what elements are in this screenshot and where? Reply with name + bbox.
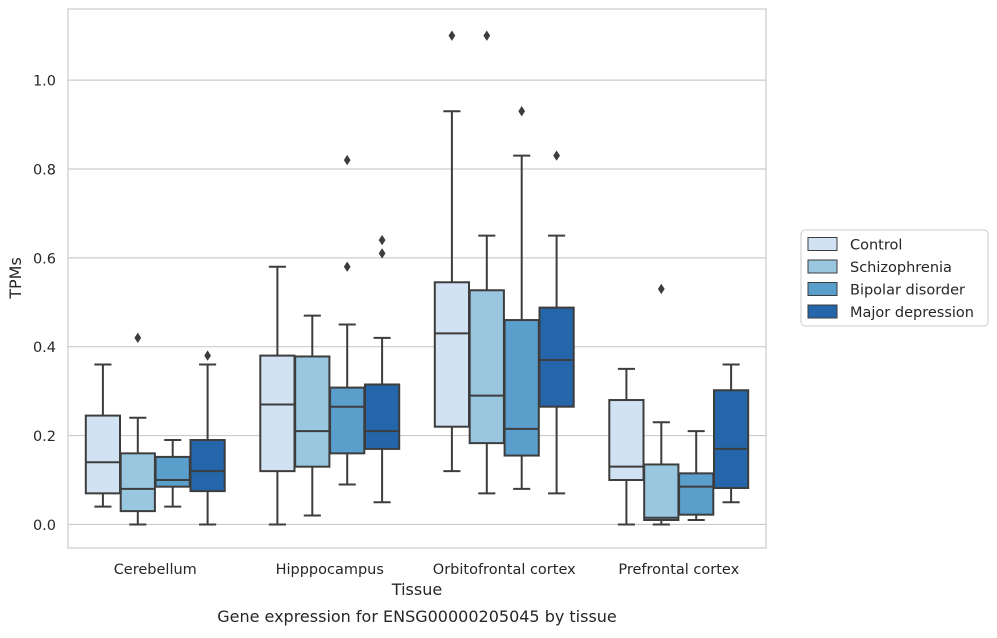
outlier-point bbox=[553, 150, 560, 161]
x-tick-label: Cerebellum bbox=[114, 562, 197, 578]
box-bipolar-disorder bbox=[329, 154, 366, 486]
y-axis-label: TPMs bbox=[6, 257, 25, 300]
iqr-box bbox=[119, 452, 156, 513]
iqr-box bbox=[154, 455, 191, 488]
iqr-box bbox=[503, 319, 540, 457]
gridlines bbox=[68, 79, 766, 526]
iqr-box bbox=[538, 306, 575, 408]
y-tick-label: 0.0 bbox=[33, 518, 56, 534]
box-schizophrenia bbox=[643, 283, 680, 526]
legend-frame bbox=[800, 229, 989, 327]
legend-label: Control bbox=[850, 238, 902, 254]
box-schizophrenia bbox=[119, 332, 156, 526]
outlier-point bbox=[378, 234, 386, 246]
outlier-point bbox=[518, 106, 526, 117]
x-tick-labels: Cerebellum Hipppocampus Orbitofrontal cort… bbox=[114, 562, 740, 578]
y-tick-label: 0.8 bbox=[33, 162, 56, 178]
box-schizophrenia bbox=[294, 314, 331, 517]
iqr-box bbox=[329, 386, 366, 455]
box-major-depression bbox=[189, 350, 226, 526]
outlier-point bbox=[378, 248, 386, 259]
legend-swatch bbox=[807, 259, 838, 274]
legend-label: Schizophrenia bbox=[850, 260, 952, 276]
y-tick-label: 0.4 bbox=[33, 340, 56, 356]
legend-label: Bipolar disorder bbox=[850, 283, 965, 299]
box-bipolar-disorder bbox=[503, 106, 540, 490]
legend-items: Control Schizophrenia Bipolar disorder Majo… bbox=[807, 237, 974, 321]
iqr-box bbox=[294, 355, 331, 468]
legend-swatch bbox=[807, 237, 838, 251]
box-major-depression bbox=[538, 150, 575, 495]
outlier-point bbox=[448, 30, 456, 41]
outlier-point bbox=[657, 283, 665, 295]
box-control bbox=[433, 30, 471, 473]
x-axis-label: Tissue bbox=[391, 580, 442, 599]
outlier-point bbox=[343, 261, 351, 272]
y-tick-label: 1.0 bbox=[33, 74, 56, 90]
iqr-box bbox=[608, 399, 645, 482]
box-bipolar-disorder bbox=[678, 430, 715, 522]
iqr-box bbox=[433, 281, 471, 428]
box-bipolar-disorder bbox=[154, 439, 191, 508]
x-tick-label: Prefrontal cortex bbox=[618, 562, 739, 578]
legend-swatch bbox=[807, 282, 838, 296]
outlier-point bbox=[134, 332, 142, 343]
y-tick-label: 0.2 bbox=[33, 429, 56, 445]
outlier-point bbox=[343, 154, 351, 166]
legend-label: Major depression bbox=[850, 305, 974, 321]
legend: Control Schizophrenia Bipolar disorder Majo… bbox=[800, 229, 989, 327]
box-control bbox=[84, 363, 122, 508]
outlier-point bbox=[483, 30, 491, 41]
iqr-box bbox=[712, 389, 750, 490]
box-major-depression bbox=[712, 363, 750, 504]
y-tick-labels: 0.0 0.2 0.4 0.6 0.8 1.0 bbox=[33, 74, 56, 534]
box-control bbox=[608, 367, 645, 526]
outlier-point bbox=[204, 350, 211, 361]
iqr-box bbox=[468, 289, 505, 445]
x-tick-label: Orbitofrontal cortex bbox=[433, 562, 576, 578]
iqr-box bbox=[84, 414, 122, 495]
iqr-box bbox=[259, 354, 296, 473]
iqr-box bbox=[678, 472, 715, 516]
x-tick-label: Hipppocampus bbox=[276, 562, 384, 578]
box-schizophrenia bbox=[468, 30, 505, 495]
iqr-box bbox=[189, 439, 226, 493]
box-control bbox=[259, 265, 296, 526]
iqr-box bbox=[363, 383, 401, 450]
box-major-depression bbox=[363, 234, 401, 504]
legend-swatch bbox=[807, 304, 838, 319]
iqr-box bbox=[643, 463, 680, 522]
figure-caption: Gene expression for ENSG00000205045 by t… bbox=[217, 607, 617, 626]
y-tick-label: 0.6 bbox=[33, 251, 56, 267]
box-layer bbox=[84, 30, 750, 526]
plot-frame bbox=[67, 8, 767, 549]
